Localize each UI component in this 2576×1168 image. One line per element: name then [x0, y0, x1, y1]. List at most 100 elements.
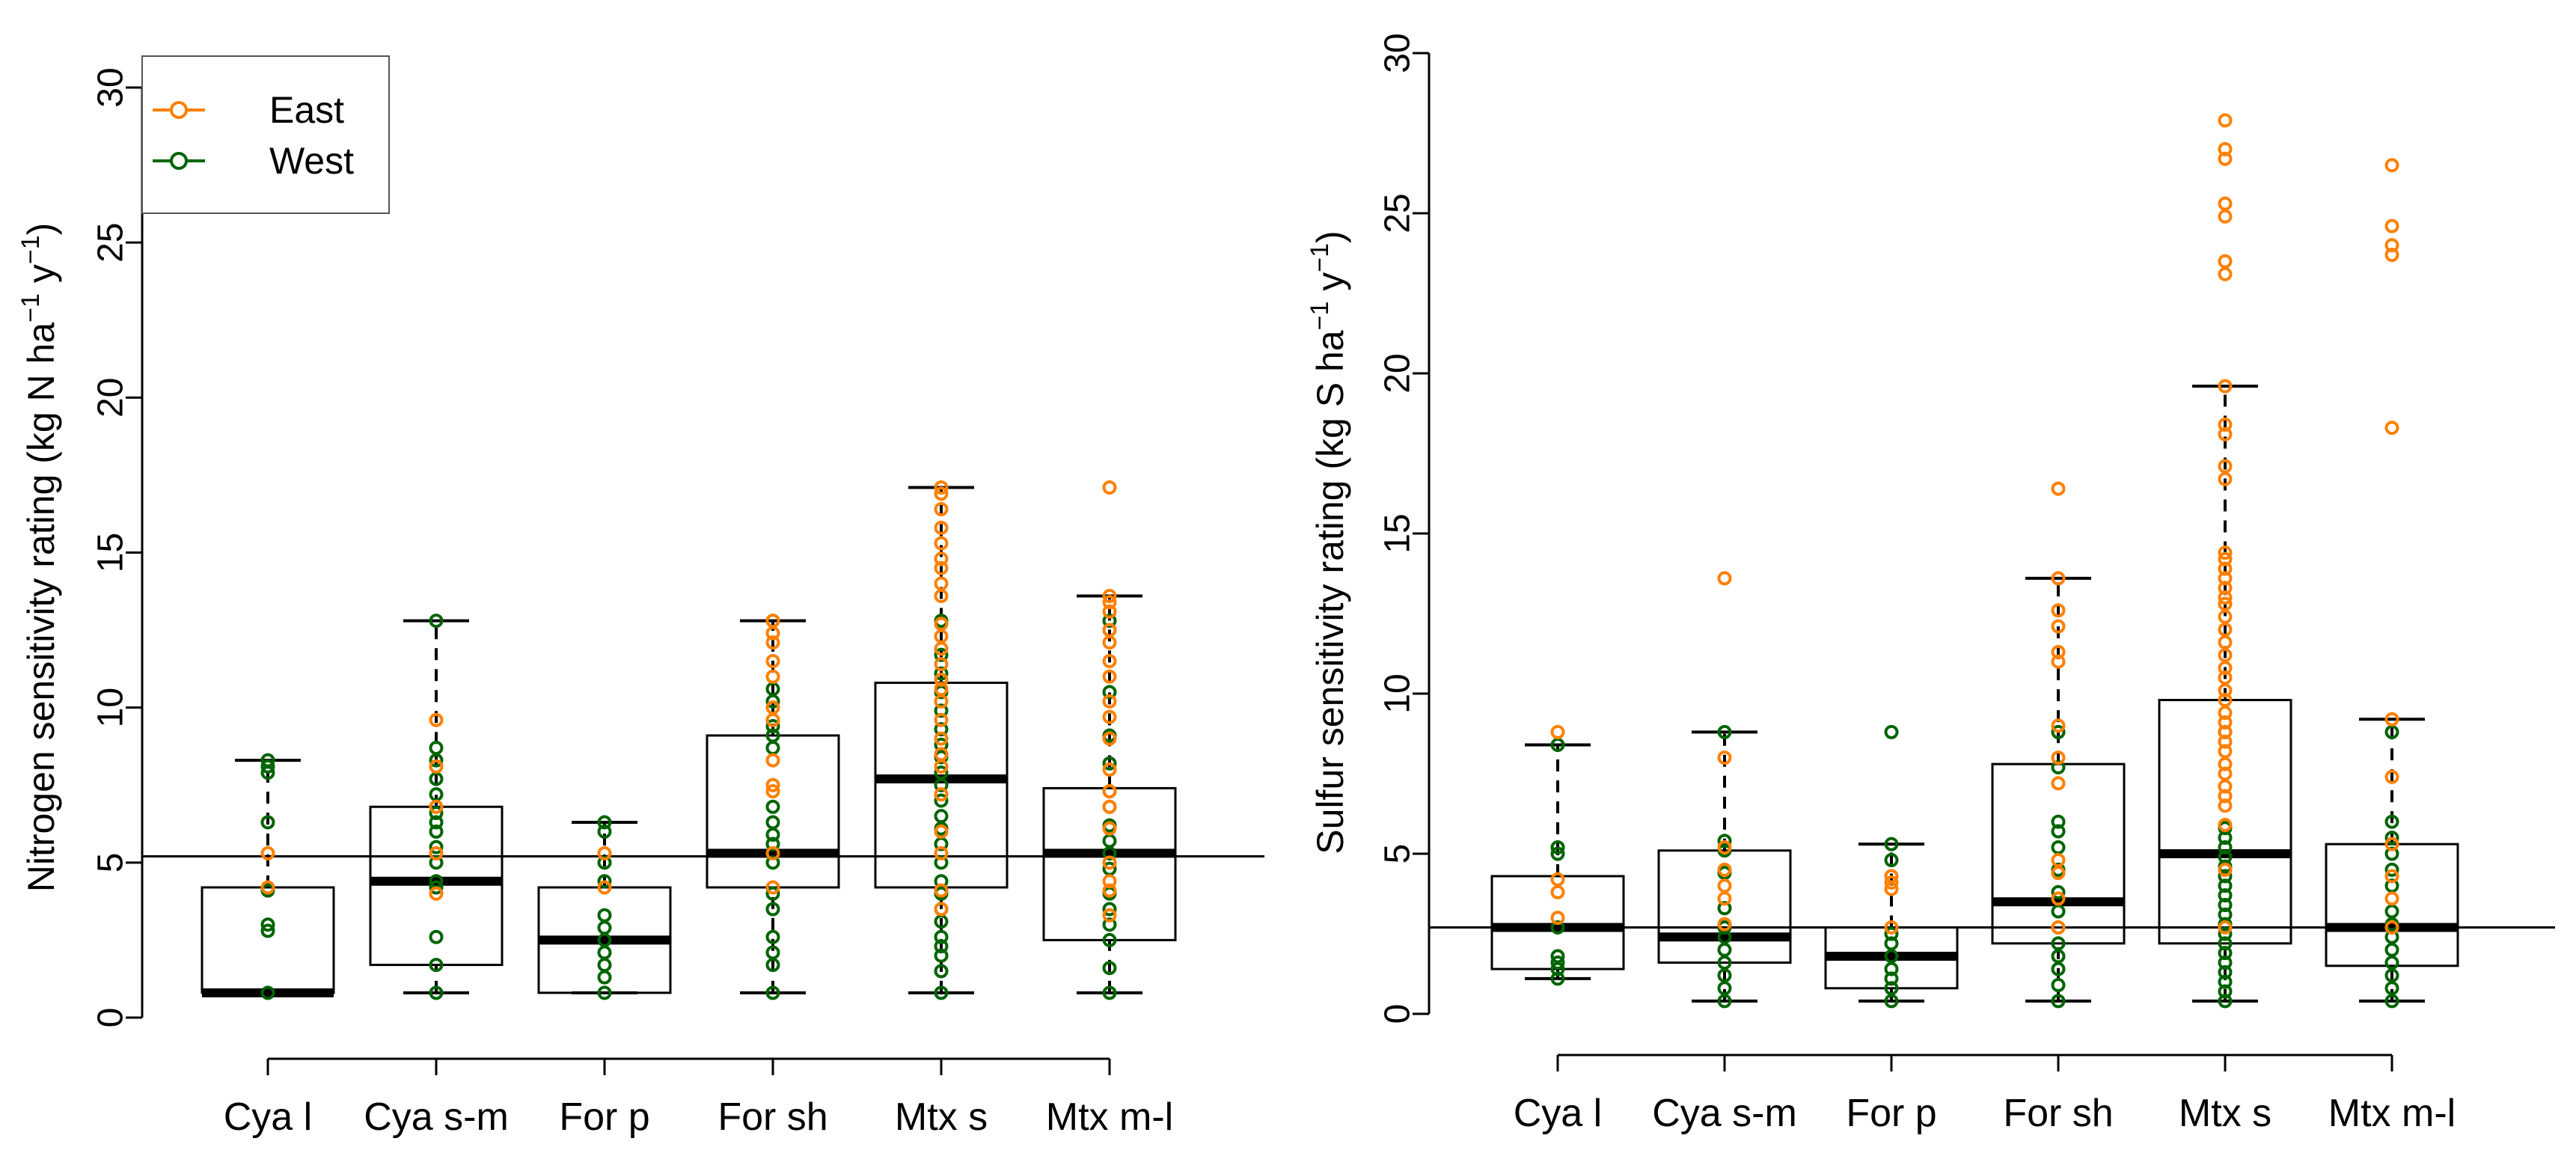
point-east-for-sh-2: [765, 784, 780, 799]
point-west-mtx-s-15: [2218, 849, 2233, 864]
point-west-mtx-m-l-3: [1102, 917, 1117, 932]
x-tick-label-mtx-m-l: Mtx m-l: [1046, 1095, 1173, 1139]
point-west-mtx-s-0: [934, 985, 949, 1000]
point-east-mtx-m-l-15: [1102, 604, 1117, 619]
point-east-cya-s-m-6: [1717, 571, 1732, 586]
legend-label-east: East: [269, 89, 344, 131]
point-west-cya-s-m-8: [429, 815, 444, 830]
x-tick-label-cya-l: Cya l: [224, 1095, 312, 1139]
point-east-mtx-s-0: [2218, 920, 2233, 935]
point-east-mtx-s-23: [2218, 581, 2233, 596]
point-west-for-sh-10: [765, 799, 780, 814]
y-axis-title-part-1: −1: [1306, 302, 1334, 331]
point-east-mtx-s-34: [2218, 254, 2233, 269]
point-west-for-sh-2: [2051, 961, 2066, 976]
point-west-cya-l-3: [1550, 949, 1565, 964]
y-tick-label-0: 0: [91, 1008, 131, 1028]
legend-marker-west: [170, 152, 188, 170]
point-east-cya-l-1: [1550, 884, 1565, 899]
point-west-cya-l-6: [260, 759, 275, 774]
point-east-for-sh-9: [2051, 619, 2066, 634]
box-iqr: [1657, 849, 1792, 964]
point-east-mtx-m-l-7: [1102, 762, 1117, 777]
point-east-mtx-s-19: [2218, 622, 2233, 637]
point-west-for-p-8: [597, 855, 612, 870]
point-east-for-sh-9: [765, 635, 780, 650]
point-west-mtx-s-21: [934, 666, 949, 681]
point-east-mtx-s-24: [2218, 571, 2233, 586]
point-east-for-sh-11: [765, 614, 780, 629]
point-east-mtx-s-9: [2218, 734, 2233, 749]
point-east-for-sh-11: [2051, 571, 2066, 586]
point-west-mtx-s-7: [2218, 926, 2233, 941]
point-west-mtx-m-l-12: [2384, 814, 2399, 829]
legend: East West: [141, 55, 390, 214]
y-axis-title-part-1: −1: [16, 293, 45, 322]
point-west-for-p-7: [1884, 853, 1899, 868]
point-west-mtx-m-l-8: [1102, 834, 1117, 849]
point-east-for-sh-8: [765, 654, 780, 669]
point-east-mtx-s-38: [2218, 141, 2233, 156]
point-west-mtx-s-18: [934, 722, 949, 737]
point-west-cya-l-4: [1550, 920, 1565, 935]
point-west-cya-s-m-9: [429, 806, 444, 821]
point-east-cya-l-3: [1550, 724, 1565, 739]
point-east-mtx-m-l-7: [2384, 248, 2399, 263]
x-tick-label-mtx-m-l: Mtx m-l: [2328, 1092, 2456, 1135]
point-west-mtx-s-4: [934, 929, 949, 944]
point-east-mtx-m-l-5: [2384, 712, 2399, 727]
point-east-mtx-s-12: [934, 657, 949, 672]
point-west-for-sh-13: [2051, 724, 2066, 739]
point-west-mtx-m-l-9: [2384, 862, 2399, 877]
point-west-cya-s-m-0: [429, 985, 444, 1000]
point-west-cya-l-0: [260, 985, 275, 1000]
point-west-mtx-m-l-1: [2384, 981, 2399, 996]
point-east-mtx-s-20: [2218, 609, 2233, 624]
point-west-cya-l-2: [1550, 956, 1565, 970]
point-east-mtx-s-29: [2218, 459, 2233, 474]
point-east-cya-l-0: [1550, 911, 1565, 926]
point-west-for-sh-3: [2051, 949, 2066, 964]
box-cya-l: [201, 759, 335, 997]
point-west-for-sh-7: [765, 837, 780, 851]
point-east-for-sh-2: [2051, 866, 2066, 881]
point-east-cya-l-0: [260, 880, 275, 895]
point-east-mtx-s-32: [2218, 379, 2233, 394]
point-west-for-sh-6: [2051, 904, 2066, 919]
point-west-for-sh-2: [765, 945, 780, 960]
point-east-cya-s-m-1: [429, 846, 444, 860]
point-west-mtx-m-l-11: [2384, 831, 2399, 846]
point-east-for-sh-1: [2051, 891, 2066, 906]
point-east-mtx-s-8: [2218, 744, 2233, 759]
point-west-mtx-s-17: [2218, 831, 2233, 846]
point-west-cya-l-7: [260, 753, 275, 768]
point-east-mtx-s-8: [934, 712, 949, 727]
point-east-mtx-s-36: [2218, 196, 2233, 211]
point-west-cya-l-0: [1550, 971, 1565, 986]
y-tick-label-15: 15: [1378, 513, 1418, 553]
point-west-mtx-m-l-1: [1102, 961, 1117, 976]
y-tick-label-25: 25: [1378, 193, 1418, 233]
point-west-for-p-2: [597, 958, 612, 973]
point-west-mtx-s-1: [2218, 984, 2233, 999]
point-east-mtx-m-l-12: [1102, 654, 1117, 669]
point-west-for-p-6: [597, 908, 612, 923]
point-east-mtx-m-l-0: [2384, 920, 2399, 935]
point-east-for-sh-8: [2051, 644, 2066, 659]
point-west-mtx-s-9: [2218, 907, 2233, 922]
point-east-for-sh-7: [2051, 654, 2066, 669]
point-east-mtx-s-6: [934, 747, 949, 762]
point-west-for-sh-0: [765, 985, 780, 1000]
point-west-cya-s-m-11: [1717, 724, 1732, 739]
x-tick-label-mtx-s: Mtx s: [2179, 1092, 2271, 1135]
y-tick-label-30: 30: [1378, 33, 1418, 73]
point-west-mtx-s-19: [934, 703, 949, 718]
point-east-cya-s-m-4: [429, 712, 444, 727]
point-east-for-sh-12: [2051, 481, 2066, 496]
point-west-cya-s-m-7: [429, 824, 444, 839]
point-west-mtx-s-10: [2218, 897, 2233, 912]
point-east-for-p-1: [1884, 881, 1899, 896]
point-east-mtx-s-14: [2218, 683, 2233, 698]
point-east-mtx-s-20: [934, 536, 949, 551]
